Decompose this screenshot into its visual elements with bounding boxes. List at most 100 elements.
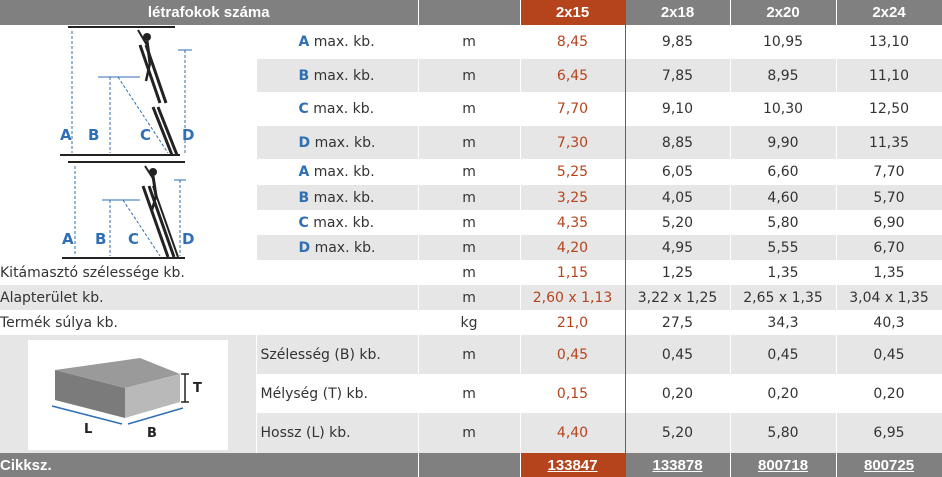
col-header-4: 2x24 <box>836 0 942 25</box>
row-label: max. kb. <box>313 214 375 231</box>
cell-2x18: 0,45 <box>625 335 731 374</box>
row-unit: m <box>418 413 521 453</box>
footer-row: Cikksz. 133847 133878 800718 800725 <box>0 453 942 477</box>
product-code-link-2x24[interactable]: 800725 <box>863 456 915 474</box>
cell-2x18: 6,05 <box>625 159 731 185</box>
cell-2x20: 10,95 <box>730 25 837 59</box>
cell-2x24: 40,3 <box>836 310 942 335</box>
cell-2x24: 6,90 <box>836 210 942 235</box>
row-label: max. kb. <box>313 101 375 117</box>
row-label: max. kb. <box>313 34 375 50</box>
label-t: T <box>193 381 202 396</box>
table-row: C max. kb. m 4,35 5,20 5,80 6,90 <box>0 210 942 235</box>
cell-2x18: 27,5 <box>625 310 731 335</box>
table-row: A B C D A max. kb. m 8,45 9,85 10,95 13,… <box>0 25 942 159</box>
product-code-link-2x20[interactable]: 800718 <box>757 456 809 474</box>
cell-2x24: 11,10 <box>836 59 942 92</box>
cell-2x18: 4,05 <box>625 185 731 210</box>
row-unit: m <box>418 126 521 159</box>
cell-2x24: 13,10 <box>836 25 942 59</box>
cell-2x24: 6,95 <box>836 413 942 453</box>
table-row: Termék súlya kb. kg 21,0 27,5 34,3 40,3 <box>0 310 942 335</box>
cell-2x24: 1,35 <box>836 260 942 285</box>
table-row: B max. kb. m 3,25 4,05 4,60 5,70 <box>0 185 942 210</box>
cell-2x20: 0,45 <box>730 335 837 374</box>
row-letter: C <box>298 101 309 117</box>
col-header-2: 2x18 <box>625 0 731 25</box>
cell-2x18: 0,20 <box>625 374 731 413</box>
row-label: Kitámasztó szélessége kb. <box>0 260 419 285</box>
row-letter: A <box>298 164 310 180</box>
cell-2x18: 4,95 <box>625 235 731 260</box>
label-a: A <box>62 230 74 248</box>
cell-2x15: 1,15 <box>519 260 626 285</box>
table-row: D max. kb. m 4,20 4,95 5,55 6,70 <box>0 235 942 260</box>
row-unit: m <box>418 92 521 126</box>
cell-2x18: 3,22 x 1,25 <box>625 285 731 310</box>
product-code-link-2x18[interactable]: 133878 <box>652 456 703 474</box>
cell-2x15: 0,45 <box>519 335 626 374</box>
label-d: D <box>182 126 194 144</box>
cell-2x15: 4,20 <box>519 235 626 260</box>
row-unit: m <box>418 59 521 92</box>
row-letter: A <box>298 34 310 50</box>
header-title: létrafokok száma <box>0 0 419 25</box>
row-unit: m <box>418 210 521 235</box>
cell-2x20: 2,65 x 1,35 <box>730 285 837 310</box>
cell-2x15: 7,30 <box>519 126 626 159</box>
cell-2x18: 8,85 <box>625 126 731 159</box>
cell-2x15: 6,45 <box>519 59 626 92</box>
row-label: max. kb. <box>313 164 375 180</box>
row-unit: m <box>418 260 521 285</box>
table-row: Mélység (T) kb. m 0,15 0,20 0,20 0,20 <box>0 374 942 413</box>
header-row: létrafokok száma 2x15 2x18 2x20 2x24 <box>0 0 942 25</box>
row-letter: D <box>298 134 311 151</box>
cell-2x24: 7,70 <box>836 159 942 185</box>
row-label: Termék súlya kb. <box>0 310 419 335</box>
col-header-1: 2x15 <box>519 0 626 25</box>
cell-2x20: 34,3 <box>730 310 837 335</box>
table-row: T L B Szélesség (B) kb. m 0,45 0,45 0,45… <box>0 335 942 453</box>
product-code-link-2x15[interactable]: 133847 <box>547 456 598 474</box>
row-label: max. kb. <box>314 134 376 151</box>
table-row: A B C D A max. kb. m 5,25 6,05 6,60 7,70 <box>0 159 942 260</box>
cell-2x18: 1,25 <box>625 260 731 285</box>
row-label: Hossz (L) kb. <box>256 413 419 453</box>
row-letter: C <box>298 214 309 231</box>
row-label: max. kb. <box>314 239 376 256</box>
col-header-3: 2x20 <box>730 0 837 25</box>
row-unit: m <box>418 335 521 374</box>
row-label: max. kb. <box>313 189 375 206</box>
package-diagram-cell: T L B <box>0 335 257 453</box>
table-row: Hossz (L) kb. m 4,40 5,20 5,80 6,95 <box>0 413 942 453</box>
cell-2x18: 5,20 <box>625 210 731 235</box>
row-unit: m <box>418 285 521 310</box>
cell-2x18: 9,10 <box>625 92 731 126</box>
cell-2x20: 10,30 <box>730 92 837 126</box>
cell-2x24: 3,04 x 1,35 <box>836 285 942 310</box>
cell-2x20: 6,60 <box>730 159 837 185</box>
row-label: Alapterület kb. <box>0 285 419 310</box>
cell-2x15: 7,70 <box>519 92 626 126</box>
label-b: B <box>95 230 106 248</box>
cell-2x20: 0,20 <box>730 374 837 413</box>
row-unit: m <box>418 235 521 260</box>
cell-2x24: 5,70 <box>836 185 942 210</box>
cell-2x20: 5,80 <box>730 413 837 453</box>
cell-2x24: 6,70 <box>836 235 942 260</box>
ladder-retracted-diagram: A B C D <box>62 160 194 259</box>
label-c: C <box>140 126 151 144</box>
cell-2x18: 7,85 <box>625 59 731 92</box>
footer-label: Cikksz. <box>0 453 419 477</box>
cell-2x24: 11,35 <box>836 126 942 159</box>
cell-2x20: 9,90 <box>730 126 837 159</box>
row-letter: B <box>298 189 310 206</box>
cell-2x18: 5,20 <box>625 413 731 453</box>
cell-2x20: 8,95 <box>730 59 837 92</box>
cell-2x20: 5,55 <box>730 235 837 260</box>
cell-2x15: 3,25 <box>519 185 626 210</box>
row-unit: m <box>418 374 521 413</box>
package-box-diagram: T L B <box>28 339 228 450</box>
